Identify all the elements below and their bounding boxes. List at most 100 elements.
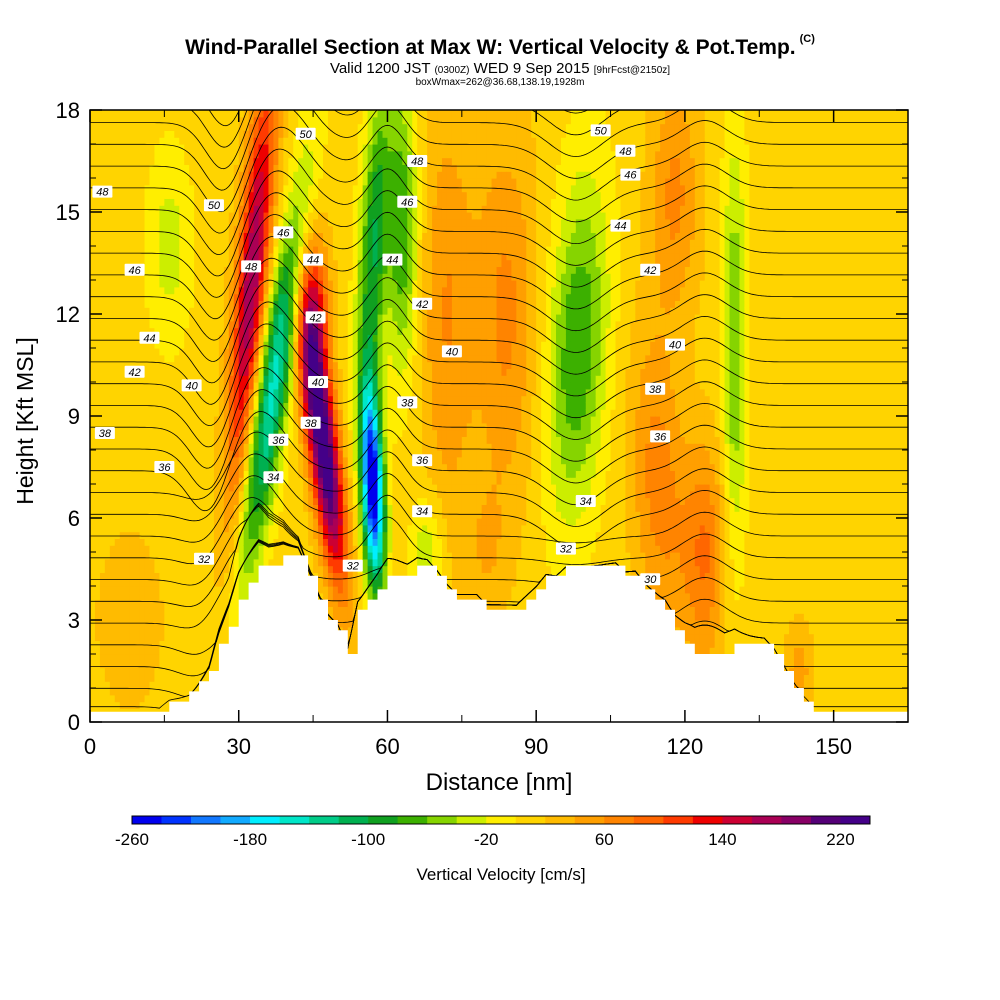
velocity-cell bbox=[223, 552, 230, 560]
velocity-cell bbox=[134, 422, 141, 431]
velocity-cell bbox=[223, 157, 230, 165]
velocity-cell bbox=[134, 681, 141, 689]
velocity-cell bbox=[174, 157, 180, 165]
velocity-cell bbox=[169, 354, 175, 363]
velocity-cell bbox=[278, 273, 284, 281]
velocity-cell bbox=[238, 409, 245, 417]
velocity-cell bbox=[169, 606, 175, 614]
velocity-cell bbox=[194, 212, 200, 220]
velocity-cell bbox=[298, 286, 304, 295]
velocity-cell bbox=[258, 225, 265, 233]
velocity-cell bbox=[303, 157, 309, 165]
velocity-cell bbox=[94, 218, 101, 227]
velocity-cell bbox=[258, 205, 265, 213]
velocity-cell bbox=[164, 416, 170, 424]
velocity-cell bbox=[332, 300, 339, 308]
velocity-cell bbox=[218, 178, 225, 186]
velocity-cell bbox=[104, 558, 111, 567]
velocity-cell bbox=[342, 477, 349, 485]
velocity-cell bbox=[109, 538, 116, 546]
velocity-cell bbox=[174, 144, 180, 152]
velocity-cell bbox=[357, 409, 364, 417]
velocity-cell bbox=[347, 157, 354, 165]
velocity-cell bbox=[313, 558, 319, 567]
velocity-cell bbox=[327, 164, 334, 172]
velocity-cell bbox=[263, 538, 270, 546]
velocity-cell bbox=[233, 320, 240, 329]
velocity-cell bbox=[308, 518, 314, 526]
velocity-cell bbox=[248, 470, 255, 478]
velocity-cell bbox=[159, 144, 165, 152]
velocity-cell bbox=[124, 116, 131, 125]
velocity-cell bbox=[119, 558, 126, 567]
velocity-cell bbox=[278, 382, 284, 390]
velocity-cell bbox=[129, 545, 136, 553]
velocity-cell bbox=[199, 450, 205, 458]
velocity-cell bbox=[243, 416, 250, 424]
velocity-cell bbox=[218, 137, 225, 145]
velocity-cell bbox=[199, 388, 205, 397]
velocity-cell bbox=[318, 565, 324, 573]
velocity-cell bbox=[149, 640, 156, 648]
velocity-cell bbox=[124, 123, 131, 131]
velocity-cell bbox=[342, 198, 349, 206]
velocity-cell bbox=[174, 511, 180, 519]
velocity-cell bbox=[208, 620, 215, 628]
velocity-cell bbox=[164, 110, 170, 118]
velocity-cell bbox=[159, 633, 165, 641]
velocity-cell bbox=[144, 164, 151, 172]
velocity-cell bbox=[169, 504, 175, 512]
velocity-cell bbox=[238, 558, 245, 567]
velocity-cell bbox=[258, 150, 265, 159]
velocity-cell bbox=[337, 354, 344, 363]
velocity-cell bbox=[248, 361, 255, 369]
velocity-cell bbox=[99, 422, 106, 431]
velocity-cell bbox=[268, 524, 275, 533]
velocity-cell bbox=[134, 538, 141, 546]
velocity-cell bbox=[258, 232, 265, 240]
velocity-cell bbox=[139, 280, 146, 288]
velocity-cell bbox=[273, 157, 279, 165]
velocity-cell bbox=[114, 654, 121, 662]
velocity-cell bbox=[119, 286, 126, 295]
velocity-cell bbox=[337, 552, 344, 560]
velocity-cell bbox=[114, 586, 121, 594]
velocity-cell bbox=[243, 334, 250, 342]
velocity-cell bbox=[337, 484, 344, 492]
velocity-cell bbox=[109, 450, 116, 458]
velocity-cell bbox=[298, 137, 304, 145]
chart-title-text: Wind-Parallel Section at Max W: Vertical… bbox=[185, 36, 796, 59]
velocity-cell bbox=[184, 327, 190, 335]
velocity-cell bbox=[114, 660, 121, 669]
velocity-cell bbox=[278, 327, 284, 335]
velocity-cell bbox=[218, 388, 225, 397]
velocity-cell bbox=[199, 511, 205, 519]
velocity-cell bbox=[228, 280, 235, 288]
velocity-cell bbox=[263, 137, 270, 145]
velocity-cell bbox=[283, 123, 289, 131]
velocity-cell bbox=[154, 259, 161, 267]
velocity-cell bbox=[253, 171, 260, 179]
velocity-cell bbox=[218, 436, 225, 444]
velocity-cell bbox=[90, 259, 96, 267]
velocity-cell bbox=[119, 259, 126, 267]
velocity-cell bbox=[223, 218, 230, 227]
velocity-cell bbox=[273, 307, 279, 315]
velocity-cell bbox=[114, 545, 121, 553]
velocity-cell bbox=[347, 341, 354, 349]
velocity-cell bbox=[248, 538, 255, 546]
velocity-cell bbox=[273, 422, 279, 431]
velocity-cell bbox=[174, 409, 180, 417]
velocity-cell bbox=[218, 429, 225, 437]
velocity-cell bbox=[253, 416, 260, 424]
velocity-cell bbox=[129, 123, 136, 131]
velocity-cell bbox=[298, 110, 304, 118]
velocity-cell bbox=[213, 470, 220, 478]
velocity-cell bbox=[124, 409, 131, 417]
velocity-cell bbox=[323, 266, 329, 274]
velocity-cell bbox=[352, 300, 359, 308]
velocity-cell bbox=[129, 382, 136, 390]
velocity-cell bbox=[159, 368, 165, 376]
velocity-cell bbox=[169, 613, 175, 621]
velocity-cell bbox=[189, 470, 195, 478]
